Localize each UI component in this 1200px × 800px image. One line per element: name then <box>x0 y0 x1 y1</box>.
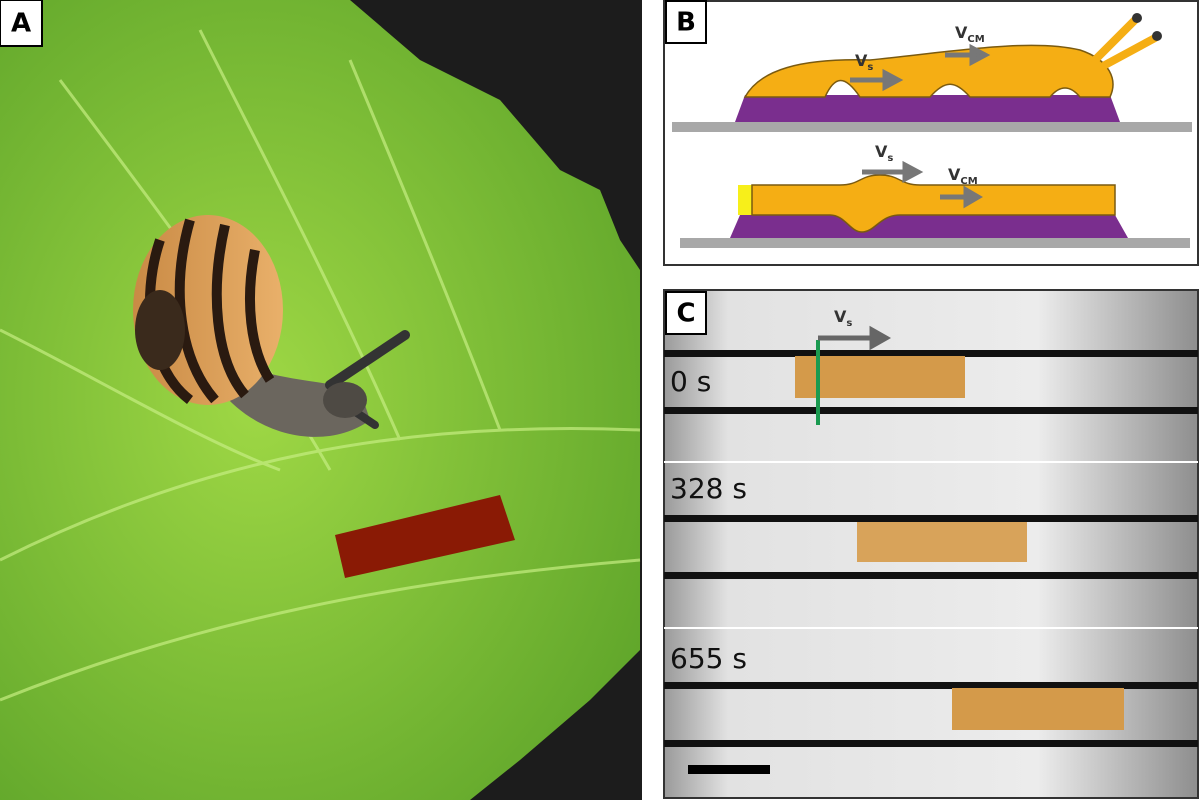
annotation: Vs <box>875 142 893 164</box>
annotation: VCM <box>955 23 985 45</box>
time-label: 0 s <box>670 365 711 398</box>
subscript: CM <box>960 176 977 187</box>
symbol: V <box>948 165 961 184</box>
slug-foot <box>730 215 1128 238</box>
arrow <box>945 43 991 67</box>
annotation: Vs <box>834 307 852 329</box>
symbol: V <box>855 51 868 70</box>
annotation: VCM <box>948 165 978 187</box>
annotation: Vs <box>855 51 873 73</box>
slug-foot <box>735 95 1120 122</box>
time-label: 655 s <box>670 642 747 675</box>
panel-label: A <box>11 9 31 39</box>
panel-label: C <box>676 299 695 329</box>
front-edge <box>738 185 752 215</box>
scale-bar <box>688 765 770 774</box>
ground <box>672 122 1192 132</box>
arrow <box>818 325 892 351</box>
arrow <box>940 185 983 209</box>
arrow <box>850 68 904 92</box>
panel-label-box <box>665 291 707 335</box>
channel-walls <box>664 350 1198 747</box>
symbol: V <box>875 142 888 161</box>
subscript: CM <box>967 34 984 45</box>
robot-strip <box>857 522 1027 562</box>
robot-strip <box>795 356 965 398</box>
panel-c: Vs 0 s 328 s 655 s C <box>663 289 1199 799</box>
subscript: s <box>867 62 873 73</box>
subscript: s <box>846 318 852 329</box>
robot-strip <box>952 688 1124 730</box>
eye <box>1152 31 1162 41</box>
time-label: 328 s <box>670 472 747 505</box>
snail <box>133 215 410 437</box>
slug-body <box>743 44 1114 98</box>
panel-label-box <box>665 0 707 44</box>
tentacles <box>1091 16 1159 69</box>
robot-strip <box>335 495 515 578</box>
eye <box>1132 13 1142 23</box>
arrow <box>862 160 924 184</box>
subscript: s <box>887 153 893 164</box>
panel-b: Vs VCM Vs VCM B <box>663 0 1199 266</box>
panel-label: B <box>676 8 696 38</box>
panel-a: A <box>0 0 642 800</box>
frame-dividers <box>664 461 1198 629</box>
symbol: V <box>834 307 847 326</box>
slug-body <box>751 174 1116 233</box>
symbol: V <box>955 23 968 42</box>
ground <box>680 238 1190 248</box>
panel-label-box <box>0 0 43 47</box>
